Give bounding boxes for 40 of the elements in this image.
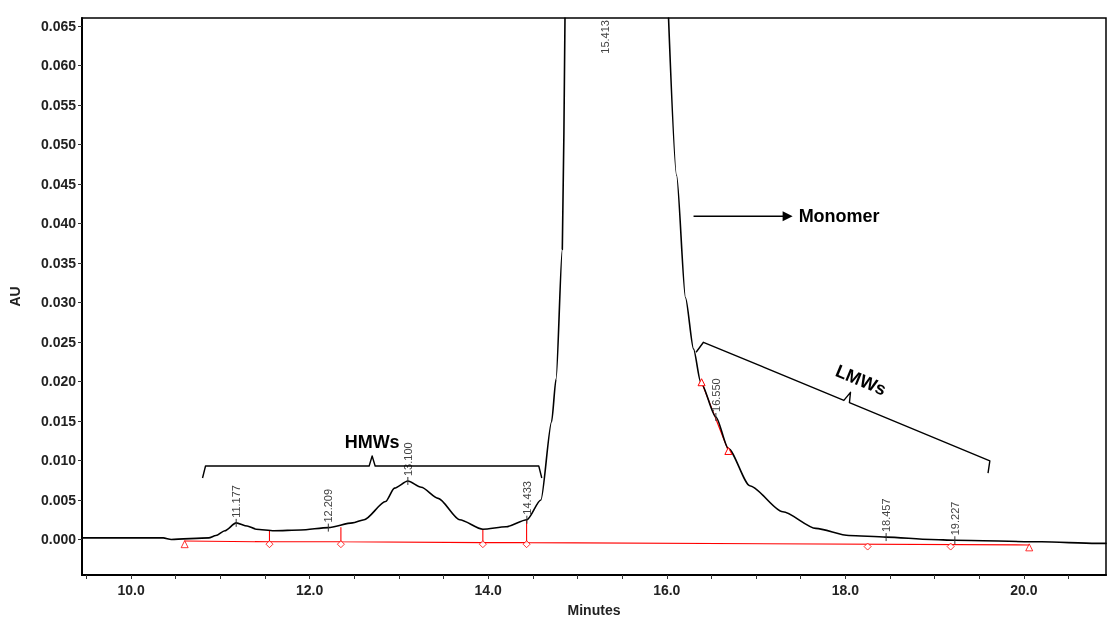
annotation: Monomer: [798, 206, 880, 227]
annotation: 16.550: [709, 378, 722, 412]
point: [180, 540, 189, 549]
point: [336, 540, 345, 549]
x-tick-label: 16.0: [653, 582, 681, 598]
y-tick-label: 0.065: [40, 17, 77, 34]
y-tick-label: 0.015: [40, 412, 77, 429]
x-tick-label: 18.0: [831, 582, 860, 598]
annotation: HMWs: [344, 431, 400, 452]
annotation: 11.177: [230, 485, 243, 518]
y-tick-label: 0.005: [40, 491, 77, 508]
x-tick-label: 10.0: [117, 582, 145, 598]
x-tick-label: 14.0: [474, 582, 503, 598]
y-tick-label: 0.010: [40, 452, 77, 469]
y-axis-title: AU: [7, 286, 23, 307]
y-tick-label: 0.020: [40, 373, 77, 390]
annotation: 14.433: [520, 481, 533, 515]
annotation: 18.457: [880, 498, 893, 533]
x-tick-label: 20.0: [1010, 582, 1038, 598]
point: [265, 540, 274, 549]
annotation: 12.209: [322, 488, 335, 523]
y-tick-label: 0.050: [40, 136, 77, 153]
y-tick-label: 0.060: [40, 57, 77, 74]
y-tick-label: 0.030: [40, 294, 77, 311]
annotation: 19.227: [948, 501, 961, 536]
y-tick-label: 0.025: [40, 333, 77, 350]
point: [1025, 543, 1034, 552]
y-tick-label: 0.055: [40, 96, 77, 113]
point: [522, 540, 531, 549]
annotation: 15.413: [598, 20, 611, 54]
point: [478, 540, 487, 549]
y-tick-label: 0.035: [40, 254, 77, 271]
y-tick-label: 0.045: [40, 175, 77, 192]
y-tick-label: 0.040: [40, 215, 77, 232]
x-tick-label: 12.0: [296, 582, 324, 598]
x-axis-title: Minutes: [567, 602, 621, 618]
point: [946, 542, 955, 551]
point: [863, 542, 872, 551]
y-tick-label: 0.000: [40, 531, 77, 548]
annotation: 13.100: [401, 442, 414, 476]
